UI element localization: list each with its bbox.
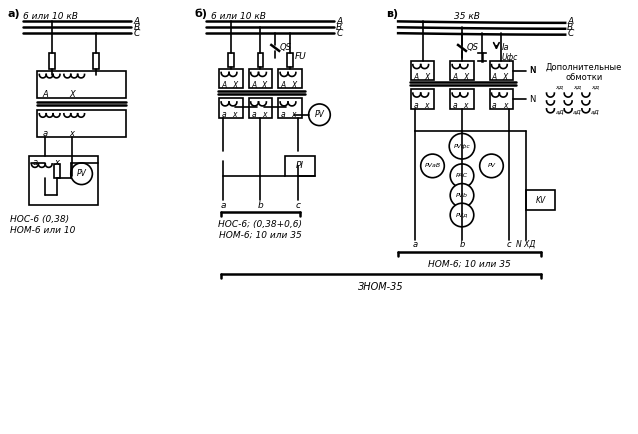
Text: C: C: [134, 29, 140, 38]
Text: c: c: [507, 240, 512, 249]
Text: a: a: [220, 201, 226, 210]
Text: PI: PI: [296, 161, 304, 171]
Text: B: B: [567, 23, 574, 32]
Text: b: b: [459, 240, 464, 249]
Text: A: A: [251, 81, 256, 90]
Bar: [228, 53, 234, 66]
Bar: [278, 69, 302, 88]
Bar: [287, 53, 293, 66]
Text: A: A: [492, 73, 497, 82]
Text: B: B: [134, 23, 140, 32]
Text: x: x: [464, 102, 468, 110]
Text: a: a: [251, 110, 256, 119]
Text: PVаВ: PVаВ: [424, 163, 441, 168]
Text: A: A: [567, 17, 574, 26]
Text: x: x: [503, 102, 507, 110]
Bar: [450, 89, 474, 109]
Bar: [38, 71, 126, 98]
Text: PVb: PVb: [456, 193, 468, 198]
Text: X: X: [232, 81, 237, 90]
Text: x: x: [70, 129, 74, 138]
Text: KV: KV: [535, 196, 545, 205]
Bar: [54, 164, 60, 178]
Text: x: x: [424, 102, 429, 110]
Text: хд: хд: [573, 85, 581, 90]
Bar: [249, 98, 272, 118]
Text: 6 или 10 кВ: 6 или 10 кВ: [22, 12, 77, 21]
Text: а): а): [8, 9, 20, 19]
Bar: [411, 89, 434, 109]
Text: B: B: [336, 23, 343, 32]
Text: N: N: [529, 66, 535, 75]
Text: b: b: [258, 201, 263, 210]
Text: X: X: [463, 73, 468, 82]
Text: аД: аД: [573, 109, 582, 114]
Text: c: c: [295, 201, 300, 210]
Bar: [249, 69, 272, 88]
Text: FU: FU: [295, 52, 307, 61]
Text: X: X: [503, 73, 508, 82]
Circle shape: [309, 104, 330, 125]
Bar: [219, 98, 243, 118]
Text: аД: аД: [555, 109, 564, 114]
Text: A: A: [452, 73, 457, 82]
Text: Uфс: Uфс: [501, 53, 517, 62]
Bar: [285, 156, 315, 176]
Bar: [93, 53, 100, 69]
Text: хд: хд: [555, 85, 563, 90]
Bar: [219, 69, 243, 88]
Text: x: x: [292, 110, 296, 119]
Text: a: a: [492, 102, 497, 110]
Text: A: A: [336, 17, 343, 26]
Text: PV: PV: [487, 163, 496, 168]
Text: Iа: Iа: [501, 43, 509, 53]
Text: N: N: [529, 95, 535, 104]
Text: Дополнительные
обмотки: Дополнительные обмотки: [545, 63, 622, 82]
Text: аД: аД: [591, 109, 600, 114]
Text: a: a: [43, 129, 48, 138]
Text: a: a: [413, 102, 418, 110]
Text: QS: QS: [467, 43, 479, 53]
Bar: [489, 89, 513, 109]
Text: 6 или 10 кВ: 6 или 10 кВ: [211, 12, 266, 21]
Text: НОМ-6; 10 или 35: НОМ-6; 10 или 35: [428, 260, 511, 269]
Circle shape: [480, 154, 503, 178]
Text: a: a: [412, 240, 417, 249]
Text: X: X: [69, 90, 75, 99]
Text: PV: PV: [315, 110, 324, 119]
Text: PAC: PAC: [456, 173, 468, 178]
Text: X: X: [292, 81, 297, 90]
Bar: [411, 61, 434, 80]
Text: б): б): [195, 8, 207, 19]
Text: x: x: [233, 110, 237, 119]
Text: x: x: [54, 158, 59, 168]
Text: A: A: [413, 73, 419, 82]
Circle shape: [449, 133, 475, 159]
Text: A: A: [221, 81, 226, 90]
Text: N XД: N XД: [516, 240, 535, 249]
Bar: [258, 53, 263, 66]
Text: НОС-6; (0,38+0,6)
НОМ-6; 10 или 35: НОС-6; (0,38+0,6) НОМ-6; 10 или 35: [218, 220, 302, 240]
Circle shape: [71, 163, 93, 184]
Text: x: x: [262, 110, 267, 119]
Circle shape: [450, 184, 474, 207]
Text: A: A: [134, 17, 140, 26]
Text: в): в): [386, 9, 398, 19]
Circle shape: [420, 154, 444, 178]
Bar: [450, 61, 474, 80]
Text: НОС-6 (0,38)
НОМ-6 или 10: НОС-6 (0,38) НОМ-6 или 10: [10, 215, 75, 234]
Text: QS: QS: [280, 43, 292, 53]
Text: C: C: [567, 29, 574, 38]
Text: X: X: [262, 81, 267, 90]
Text: A: A: [42, 90, 48, 99]
Text: PV: PV: [77, 169, 87, 178]
Text: 35 кВ: 35 кВ: [454, 12, 480, 21]
Bar: [49, 53, 55, 69]
Text: a: a: [33, 158, 38, 168]
Text: C: C: [336, 29, 343, 38]
Bar: [526, 191, 555, 210]
Bar: [38, 110, 126, 138]
Text: ЗНОМ-35: ЗНОМ-35: [358, 282, 404, 292]
Circle shape: [450, 203, 474, 227]
Text: a: a: [222, 110, 226, 119]
